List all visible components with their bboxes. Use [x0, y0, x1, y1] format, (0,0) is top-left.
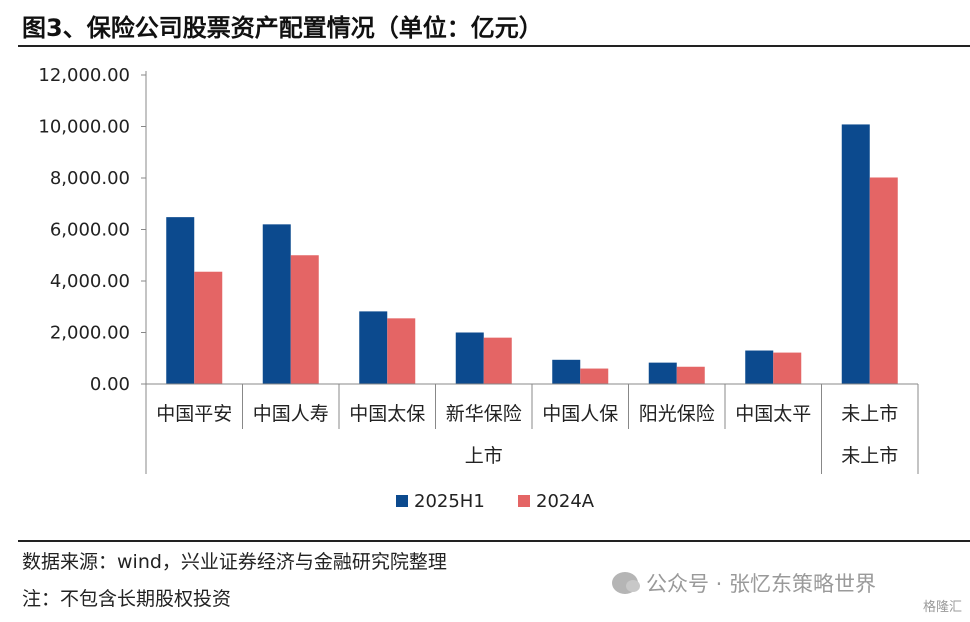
- x-tick-label: 新华保险: [446, 403, 522, 425]
- bar-2025H1-8: [841, 124, 870, 384]
- y-tick-label: 8,000.00: [50, 168, 130, 189]
- bar-2024A-4: [483, 337, 512, 384]
- y-tick-label: 10,000.00: [38, 117, 130, 138]
- brand-mark: 格隆汇: [922, 600, 962, 615]
- legend-swatch-2024A: [518, 495, 530, 507]
- source-note: 数据来源：wind，兴业证券经济与金融研究院整理: [22, 551, 447, 573]
- bar-2024A-3: [387, 318, 416, 384]
- x-tick-label: 中国太保: [349, 403, 425, 425]
- x-tick-label: 中国人保: [542, 403, 618, 425]
- bar-2024A-7: [773, 352, 802, 384]
- legend-label: 2024A: [536, 491, 595, 512]
- x-tick-label: 阳光保险: [639, 403, 715, 425]
- y-tick-label: 12,000.00: [38, 65, 130, 86]
- footer-rule: [18, 540, 970, 542]
- bar-2025H1-1: [166, 217, 195, 384]
- legend-swatch-2025H1: [396, 495, 408, 507]
- watermark-text: 公众号 · 张忆东策略世界: [646, 572, 877, 596]
- bar-2024A-6: [676, 366, 705, 384]
- y-tick-label: 0.00: [90, 374, 130, 395]
- bar-2024A-2: [290, 255, 319, 384]
- bar-2025H1-5: [552, 359, 581, 384]
- y-tick-label: 6,000.00: [50, 220, 130, 241]
- x-tick-label: 中国平安: [156, 403, 232, 425]
- x-tick-label: 中国太平: [735, 403, 811, 425]
- bar-2025H1-3: [359, 311, 388, 384]
- y-tick-label: 4,000.00: [50, 271, 130, 292]
- bar-2025H1-6: [648, 362, 677, 384]
- legend-label: 2025H1: [414, 491, 485, 512]
- bar-chart: 0.00 2,000.00 4,000.00 6,000.00 8,000.00 10,0…: [38, 65, 919, 512]
- x-tick-label: 未上市: [841, 403, 898, 425]
- y-tick-label: 2,000.00: [50, 323, 130, 344]
- group-label: 未上市: [841, 445, 898, 467]
- bar-2025H1-2: [262, 224, 291, 384]
- bar-2025H1-7: [745, 350, 774, 384]
- bar-2024A-5: [580, 368, 609, 384]
- group-label: 上市: [465, 445, 503, 467]
- watermark: 公众号 · 张忆东策略世界: [612, 568, 876, 598]
- title-rule: [18, 45, 970, 47]
- x-tick-label: 中国人寿: [253, 403, 329, 425]
- wechat-icon: [612, 572, 640, 594]
- bar-2024A-1: [194, 271, 223, 384]
- bar-2025H1-4: [455, 332, 484, 384]
- chart-title: 图3、保险公司股票资产配置情况（单位：亿元）: [22, 14, 543, 42]
- footnote: 注：不包含长期股权投资: [22, 588, 232, 610]
- bar-2024A-8: [869, 177, 898, 384]
